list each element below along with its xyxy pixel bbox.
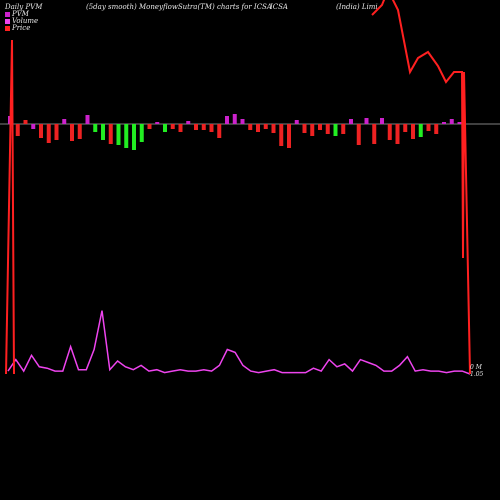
pvm-bar [15, 124, 20, 136]
pvm-bar [403, 124, 408, 132]
price-line-right [371, 0, 471, 375]
pvm-bar [449, 119, 454, 124]
pvm-bar [411, 124, 415, 139]
pvm-bar [217, 124, 222, 138]
pvm-bar [54, 124, 59, 140]
pvm-bar [387, 124, 392, 140]
pvm-bar [263, 124, 268, 129]
pvm-bar [333, 124, 338, 136]
pvm-bar [434, 124, 439, 134]
pvm-bar [147, 124, 152, 129]
pvm-bar [209, 124, 214, 132]
legend-label-price: Price [12, 24, 31, 32]
pvm-bar [457, 122, 462, 124]
pvm-bar [23, 120, 28, 124]
volume-axis-value: 1.05 [470, 371, 484, 378]
legend-swatch-price [5, 25, 10, 31]
pvm-bar [178, 124, 183, 132]
pvm-bar [302, 124, 307, 133]
legend-item-pvm: PVM [5, 10, 29, 18]
pvm-bar [356, 124, 361, 145]
pvm-bar [62, 119, 67, 124]
pvm-bar [418, 124, 423, 137]
pvm-bar [364, 118, 369, 124]
pvm-bar [287, 124, 291, 148]
pvm-bar [170, 124, 175, 129]
pvm-bar [271, 124, 276, 133]
legend-swatch-volume [5, 18, 10, 24]
chart-header-period: Daily PVM [5, 3, 43, 11]
pvm-bar [442, 122, 446, 124]
pvm-bar [325, 124, 330, 134]
legend-item-price: Price [5, 24, 30, 32]
legend-item-volume: Volume [5, 17, 38, 25]
pvm-bar [310, 124, 315, 136]
volume-axis-label: 0 M 1.05 [470, 364, 483, 378]
pvm-bar [318, 124, 322, 130]
pvm-bar [39, 124, 43, 138]
pvm-bar [124, 124, 129, 148]
pvm-bar [341, 124, 346, 134]
pvm-bar [279, 124, 284, 146]
pvm-bar [201, 124, 206, 130]
pvm-bar [85, 115, 90, 124]
legend-label-volume: Volume [12, 17, 39, 25]
chart-header-title: (5day smooth) MoneyflowSutra(TM) charts … [86, 3, 272, 11]
pvm-bar [108, 124, 113, 144]
pvm-bar [163, 124, 167, 132]
pvm-bar [116, 124, 121, 145]
pvm-bar [101, 124, 105, 140]
pvm-bar [93, 124, 98, 132]
legend-label-pvm: PVM [12, 10, 29, 18]
pvm-bar [186, 121, 191, 124]
pvm-bar [46, 124, 51, 143]
pvm-bar [155, 122, 160, 124]
chart-header-company: (India) Limi [336, 3, 378, 11]
pvm-bar [372, 124, 377, 144]
pvm-bar [31, 124, 36, 129]
pvm-bar [426, 124, 431, 131]
pvm-bar [132, 124, 136, 150]
pvm-bar [240, 119, 245, 124]
pvm-bar [380, 118, 384, 124]
pvm-bar [232, 114, 237, 124]
pvm-bar [70, 124, 74, 141]
pvm-bar [194, 124, 198, 130]
pvm-bar [248, 124, 253, 130]
volume-axis-unit: 0 M [470, 364, 482, 371]
chart-header-symbol: ICSA [270, 3, 288, 11]
pvm-bar [395, 124, 400, 144]
pvm-bar [349, 119, 353, 124]
volume-line [7, 310, 471, 375]
pvm-bar [225, 116, 229, 124]
price-line-left [5, 39, 15, 375]
pvm-bar [294, 120, 299, 124]
pvm-bar [77, 124, 82, 139]
pvm-bar [256, 124, 260, 132]
legend-swatch-pvm [5, 11, 10, 17]
pvm-bar [139, 124, 144, 142]
